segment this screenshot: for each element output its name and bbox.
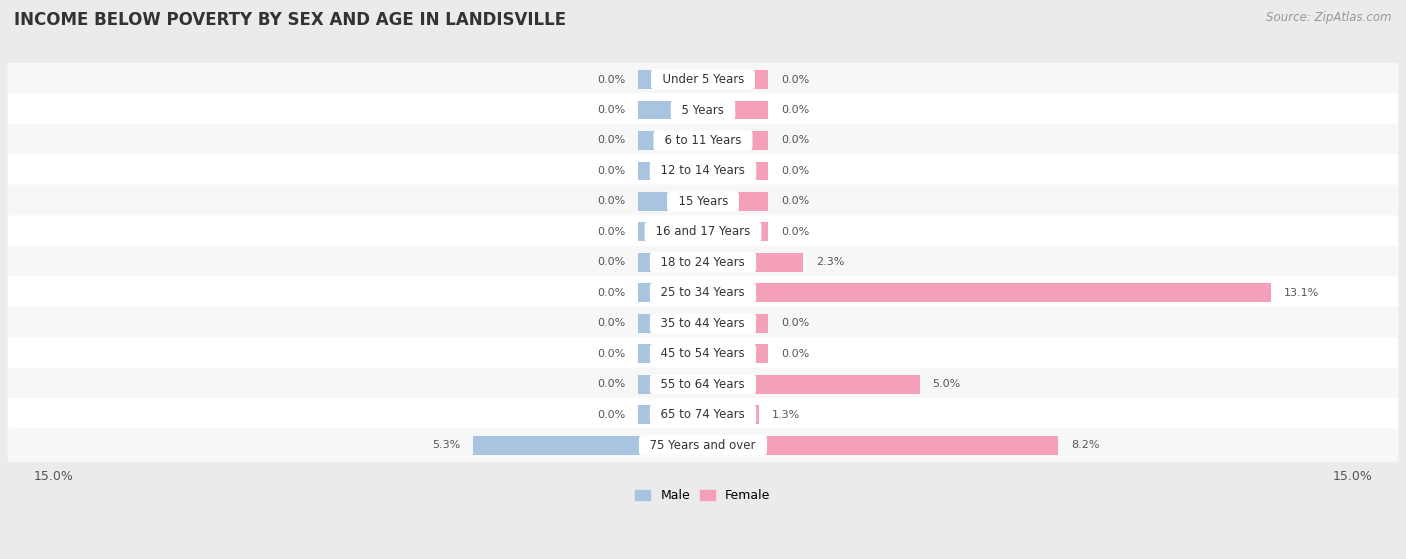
Bar: [703, 162, 768, 181]
Text: 5 Years: 5 Years: [675, 103, 731, 116]
FancyBboxPatch shape: [7, 337, 1399, 371]
Text: 0.0%: 0.0%: [780, 74, 810, 84]
Text: 0.0%: 0.0%: [596, 166, 626, 176]
Text: 12 to 14 Years: 12 to 14 Years: [654, 164, 752, 177]
Text: 0.0%: 0.0%: [596, 227, 626, 237]
Bar: [638, 375, 703, 394]
Bar: [703, 101, 768, 120]
Bar: [703, 314, 768, 333]
Text: 15 Years: 15 Years: [671, 195, 735, 208]
Text: 0.0%: 0.0%: [596, 196, 626, 206]
Bar: [703, 436, 1059, 454]
Bar: [474, 436, 703, 454]
Text: 0.0%: 0.0%: [596, 288, 626, 298]
Bar: [638, 405, 703, 424]
FancyBboxPatch shape: [7, 367, 1399, 401]
FancyBboxPatch shape: [7, 398, 1399, 432]
Text: 45 to 54 Years: 45 to 54 Years: [654, 347, 752, 361]
Text: 5.3%: 5.3%: [432, 440, 460, 450]
Bar: [638, 283, 703, 302]
Text: 55 to 64 Years: 55 to 64 Years: [654, 378, 752, 391]
Bar: [638, 101, 703, 120]
Text: 0.0%: 0.0%: [596, 74, 626, 84]
Bar: [703, 70, 768, 89]
Text: 75 Years and over: 75 Years and over: [643, 439, 763, 452]
Text: 0.0%: 0.0%: [780, 349, 810, 359]
Text: 6 to 11 Years: 6 to 11 Years: [657, 134, 749, 147]
Text: 0.0%: 0.0%: [780, 135, 810, 145]
FancyBboxPatch shape: [7, 429, 1399, 462]
Text: 0.0%: 0.0%: [596, 257, 626, 267]
FancyBboxPatch shape: [7, 63, 1399, 96]
Text: 2.3%: 2.3%: [815, 257, 844, 267]
Text: 35 to 44 Years: 35 to 44 Years: [654, 317, 752, 330]
Bar: [703, 375, 920, 394]
Text: 25 to 34 Years: 25 to 34 Years: [654, 286, 752, 300]
Text: Source: ZipAtlas.com: Source: ZipAtlas.com: [1267, 11, 1392, 24]
Text: 18 to 24 Years: 18 to 24 Years: [654, 256, 752, 269]
Bar: [638, 222, 703, 241]
FancyBboxPatch shape: [7, 154, 1399, 188]
Bar: [703, 283, 1271, 302]
Text: 0.0%: 0.0%: [596, 105, 626, 115]
Bar: [703, 253, 803, 272]
Text: 0.0%: 0.0%: [596, 410, 626, 420]
Text: 0.0%: 0.0%: [596, 318, 626, 328]
Text: 0.0%: 0.0%: [596, 135, 626, 145]
Bar: [703, 344, 768, 363]
Text: 1.3%: 1.3%: [772, 410, 800, 420]
Text: 0.0%: 0.0%: [780, 318, 810, 328]
Text: 13.1%: 13.1%: [1284, 288, 1319, 298]
Text: 65 to 74 Years: 65 to 74 Years: [654, 408, 752, 421]
Text: Under 5 Years: Under 5 Years: [655, 73, 751, 86]
Text: 8.2%: 8.2%: [1071, 440, 1099, 450]
FancyBboxPatch shape: [7, 245, 1399, 279]
Text: 0.0%: 0.0%: [596, 349, 626, 359]
Text: 0.0%: 0.0%: [780, 166, 810, 176]
Text: 0.0%: 0.0%: [780, 196, 810, 206]
FancyBboxPatch shape: [7, 306, 1399, 340]
Text: 16 and 17 Years: 16 and 17 Years: [648, 225, 758, 238]
FancyBboxPatch shape: [7, 93, 1399, 127]
Bar: [638, 344, 703, 363]
Text: 0.0%: 0.0%: [596, 380, 626, 389]
Bar: [638, 253, 703, 272]
Legend: Male, Female: Male, Female: [630, 485, 776, 508]
Text: 5.0%: 5.0%: [932, 380, 960, 389]
Text: 0.0%: 0.0%: [780, 227, 810, 237]
Bar: [703, 192, 768, 211]
Bar: [703, 131, 768, 150]
Bar: [638, 314, 703, 333]
Text: 0.0%: 0.0%: [780, 105, 810, 115]
Text: INCOME BELOW POVERTY BY SEX AND AGE IN LANDISVILLE: INCOME BELOW POVERTY BY SEX AND AGE IN L…: [14, 11, 567, 29]
Bar: [703, 222, 768, 241]
Bar: [638, 70, 703, 89]
Bar: [638, 131, 703, 150]
FancyBboxPatch shape: [7, 124, 1399, 157]
Bar: [638, 192, 703, 211]
FancyBboxPatch shape: [7, 276, 1399, 310]
Bar: [638, 162, 703, 181]
FancyBboxPatch shape: [7, 215, 1399, 249]
FancyBboxPatch shape: [7, 184, 1399, 218]
Bar: [703, 405, 759, 424]
